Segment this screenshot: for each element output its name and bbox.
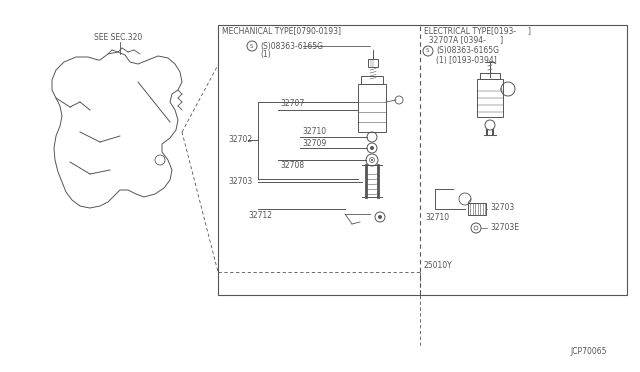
- Text: 25010Y: 25010Y: [424, 260, 452, 269]
- Bar: [480, 73, 500, 79]
- Text: 32703: 32703: [228, 177, 252, 186]
- Bar: [218, 25, 627, 295]
- Text: 32707A [0394-      ]: 32707A [0394- ]: [424, 35, 503, 45]
- Text: (1) [0193-0394]: (1) [0193-0394]: [436, 55, 497, 64]
- Text: S: S: [249, 44, 253, 48]
- Bar: [358, 84, 386, 132]
- Circle shape: [371, 159, 373, 161]
- Bar: [368, 59, 378, 67]
- Text: 32709: 32709: [302, 138, 326, 148]
- Text: 32703E: 32703E: [490, 224, 519, 232]
- Text: JCP70065: JCP70065: [570, 347, 607, 356]
- Text: 32712: 32712: [248, 211, 272, 219]
- Text: ELECTRICAL TYPE[0193-     ]: ELECTRICAL TYPE[0193- ]: [424, 26, 531, 35]
- Circle shape: [370, 146, 374, 150]
- Text: SEE SEC.320: SEE SEC.320: [94, 33, 142, 42]
- Text: (S)08363-6165G: (S)08363-6165G: [260, 42, 323, 51]
- Text: 32708: 32708: [280, 161, 304, 170]
- Text: MECHANICAL TYPE[0790-0193]: MECHANICAL TYPE[0790-0193]: [222, 26, 341, 35]
- Text: 32703: 32703: [490, 202, 515, 212]
- Bar: [468, 203, 486, 215]
- Text: S: S: [425, 48, 429, 54]
- Text: (S)08363-6165G: (S)08363-6165G: [436, 46, 499, 55]
- Text: 32710: 32710: [425, 212, 449, 221]
- Bar: [477, 79, 503, 117]
- Text: 32702: 32702: [228, 135, 252, 144]
- Text: 32707: 32707: [280, 99, 304, 109]
- Text: (1): (1): [260, 49, 271, 58]
- Bar: [361, 76, 383, 84]
- Circle shape: [378, 215, 382, 219]
- Text: 32710: 32710: [302, 128, 326, 137]
